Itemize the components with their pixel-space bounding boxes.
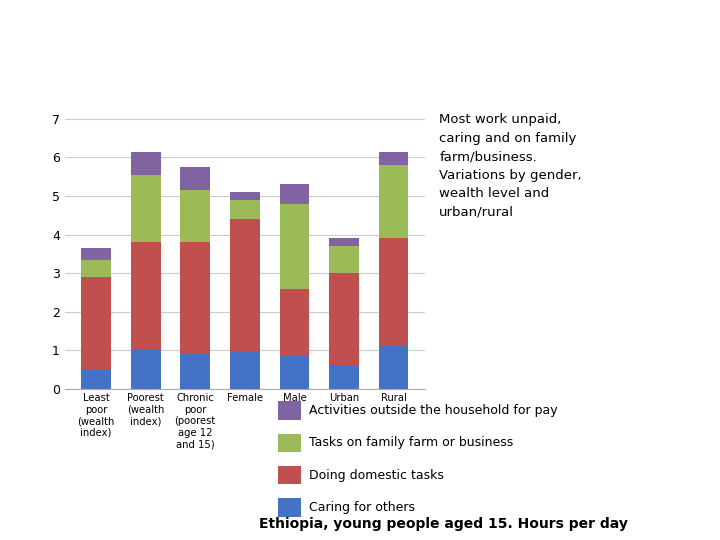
Bar <box>279 184 310 204</box>
Text: Caring for others: Caring for others <box>309 501 415 514</box>
Bar <box>279 288 310 355</box>
Bar <box>131 175 161 242</box>
Bar <box>131 350 161 389</box>
Text: Activities outside the household for pay: Activities outside the household for pay <box>309 404 558 417</box>
Bar <box>230 219 260 352</box>
Text: Doing domestic tasks: Doing domestic tasks <box>309 469 444 482</box>
Bar <box>379 165 408 238</box>
Bar <box>230 200 260 219</box>
Bar <box>81 260 111 277</box>
Bar <box>230 192 260 200</box>
FancyBboxPatch shape <box>278 466 301 484</box>
Text: Most work unpaid,
caring and on family
farm/business.
Variations by gender,
weal: Most work unpaid, caring and on family f… <box>439 113 582 219</box>
Bar <box>81 248 111 260</box>
Bar <box>379 346 408 389</box>
Bar <box>131 242 161 350</box>
Text: Extent of child protection related risk in survey data
and links with material c: Extent of child protection related risk … <box>11 30 537 73</box>
Bar <box>329 365 359 389</box>
Text: Ethiopia, young people aged 15. Hours per day: Ethiopia, young people aged 15. Hours pe… <box>259 517 628 531</box>
Bar <box>180 242 210 354</box>
Bar <box>279 204 310 288</box>
FancyBboxPatch shape <box>278 498 301 517</box>
Text: Tasks on family farm or business: Tasks on family farm or business <box>309 436 513 449</box>
Bar <box>180 354 210 389</box>
Bar <box>81 369 111 389</box>
Bar <box>379 238 408 346</box>
Bar <box>279 355 310 389</box>
FancyBboxPatch shape <box>278 434 301 452</box>
FancyBboxPatch shape <box>278 401 301 420</box>
Bar <box>180 167 210 190</box>
Bar <box>230 352 260 389</box>
Bar <box>329 238 359 246</box>
Bar <box>379 152 408 165</box>
Bar <box>131 152 161 175</box>
Bar <box>329 273 359 365</box>
Bar <box>329 246 359 273</box>
Bar <box>180 190 210 242</box>
Bar <box>81 277 111 369</box>
